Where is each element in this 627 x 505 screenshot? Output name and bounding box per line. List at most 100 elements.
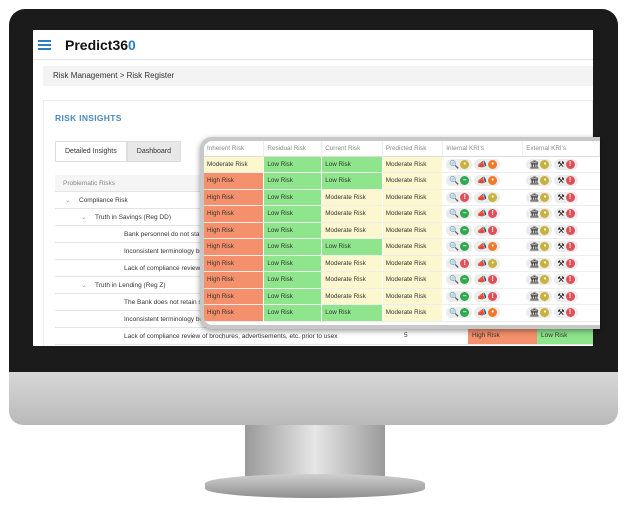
breadcrumb-risk-management[interactable]: Risk Management bbox=[53, 71, 118, 80]
chevron-down-icon[interactable]: ⌄ bbox=[65, 197, 71, 204]
gavel-icon[interactable]: ⚒ bbox=[557, 258, 565, 268]
megaphone-icon[interactable]: 📣 bbox=[477, 291, 488, 301]
bank-icon[interactable]: 🏛 bbox=[529, 291, 540, 301]
risk-cell: Low Risk bbox=[263, 255, 323, 272]
search-icon[interactable]: 🔍 bbox=[449, 308, 460, 318]
bank-icon[interactable]: 🏛 bbox=[529, 159, 540, 169]
chevron-down-icon[interactable]: ⌄ bbox=[81, 282, 87, 289]
megaphone-icon[interactable]: 📣 bbox=[477, 159, 488, 169]
megaphone-icon[interactable]: 📣 bbox=[477, 308, 488, 318]
gavel-icon[interactable]: ⚒ bbox=[557, 209, 565, 219]
status-y-icon: • bbox=[488, 192, 498, 202]
search-icon[interactable]: 🔍 bbox=[449, 209, 460, 219]
tree-row-label: Inconsistent terminology betwe bbox=[124, 247, 214, 255]
chevron-down-icon[interactable]: ⌄ bbox=[81, 214, 87, 221]
status-y-icon: • bbox=[540, 308, 550, 318]
tab-dashboard[interactable]: Dashboard bbox=[126, 141, 182, 162]
risk-cell: Moderate Risk bbox=[321, 222, 383, 239]
bank-icon[interactable]: 🏛 bbox=[529, 258, 540, 268]
inherent-risk-cell: High Risk bbox=[468, 328, 537, 344]
grid-row: Moderate Risk Low Risk Low Risk Moderate Ri… bbox=[204, 156, 600, 173]
external-kri-cell: 🏛 • ⚒! bbox=[522, 238, 600, 256]
grid-row: High Risk Low Risk Moderate Risk Moderate R… bbox=[204, 255, 600, 272]
status-y-icon: • bbox=[540, 275, 550, 285]
status-o-icon: • bbox=[488, 308, 498, 318]
search-icon[interactable]: 🔍 bbox=[449, 192, 460, 202]
status-r-icon: ! bbox=[565, 275, 575, 285]
gavel-icon[interactable]: ⚒ bbox=[557, 242, 565, 252]
status-g-icon: – bbox=[460, 291, 470, 301]
column-header[interactable]: Inherent Risk bbox=[204, 141, 265, 157]
gavel-icon[interactable]: ⚒ bbox=[557, 308, 565, 318]
risk-cell: Moderate Risk bbox=[382, 205, 444, 223]
status-y-icon: • bbox=[540, 258, 550, 268]
megaphone-icon[interactable]: 📣 bbox=[477, 225, 488, 235]
risk-cell: High Risk bbox=[204, 205, 265, 223]
risk-cell: High Risk bbox=[204, 288, 265, 305]
search-icon[interactable]: 🔍 bbox=[449, 291, 460, 301]
status-y-icon: • bbox=[540, 176, 550, 186]
bank-icon[interactable]: 🏛 bbox=[529, 242, 540, 252]
residual-risk-cell: Low Risk bbox=[537, 328, 593, 344]
column-header[interactable]: Internal KRI's bbox=[442, 141, 524, 157]
megaphone-icon[interactable]: 📣 bbox=[477, 209, 488, 219]
bank-icon[interactable]: 🏛 bbox=[529, 275, 540, 285]
status-g-icon: – bbox=[460, 242, 470, 252]
gavel-icon[interactable]: ⚒ bbox=[557, 275, 565, 285]
status-r-icon: ! bbox=[565, 192, 575, 202]
risk-cell: Moderate Risk bbox=[321, 288, 383, 305]
gavel-icon[interactable]: ⚒ bbox=[557, 192, 565, 202]
status-y-icon: • bbox=[540, 291, 550, 301]
risk-cell: Low Risk bbox=[263, 271, 323, 289]
bank-icon[interactable]: 🏛 bbox=[529, 308, 540, 318]
column-header[interactable]: Residual Risk bbox=[263, 141, 323, 157]
tree-row-label: Truth in Lending (Reg Z) bbox=[95, 281, 166, 289]
search-icon[interactable]: 🔍 bbox=[449, 225, 460, 235]
hamburger-menu-icon[interactable] bbox=[38, 39, 51, 50]
megaphone-icon[interactable]: 📣 bbox=[477, 275, 488, 285]
megaphone-icon[interactable]: 📣 bbox=[477, 258, 488, 268]
search-icon[interactable]: 🔍 bbox=[449, 176, 460, 186]
megaphone-icon[interactable]: 📣 bbox=[477, 242, 488, 252]
risk-cell: Low Risk bbox=[263, 288, 323, 305]
risk-cell: Low Risk bbox=[263, 238, 323, 256]
gavel-icon[interactable]: ⚒ bbox=[557, 159, 565, 169]
breadcrumb-risk-register[interactable]: Risk Register bbox=[126, 71, 175, 80]
logo[interactable]: Predict360 bbox=[65, 36, 136, 53]
gavel-icon[interactable]: ⚒ bbox=[557, 291, 565, 301]
grid-row: High Risk Low Risk Low Risk Moderate Risk 🔍 –… bbox=[204, 238, 600, 256]
bank-icon[interactable]: 🏛 bbox=[529, 176, 540, 186]
external-kri-cell: 🏛 • ⚒! bbox=[522, 205, 600, 223]
risk-grid-popup: Inherent Risk Residual Risk Current Risk Pr… bbox=[200, 137, 600, 329]
gavel-icon[interactable]: ⚒ bbox=[557, 225, 565, 235]
gavel-icon[interactable]: ⚒ bbox=[557, 176, 565, 186]
risk-cell: High Risk bbox=[204, 189, 265, 206]
bank-icon[interactable]: 🏛 bbox=[529, 192, 540, 202]
search-icon[interactable]: 🔍 bbox=[449, 275, 460, 285]
bank-icon[interactable]: 🏛 bbox=[529, 225, 540, 235]
tree-row-label: Lack of compliance review of br bbox=[124, 264, 216, 272]
status-r-icon: ! bbox=[460, 192, 470, 202]
column-header[interactable]: External KRI's bbox=[522, 141, 600, 157]
risk-cell: Moderate Risk bbox=[382, 238, 444, 256]
risk-cell: Low Risk bbox=[321, 172, 383, 190]
score-cell: 5 bbox=[404, 332, 408, 339]
tree-row-label: The Bank does not retain samp bbox=[124, 298, 215, 306]
status-r-icon: ! bbox=[565, 258, 575, 268]
status-g-icon: – bbox=[460, 308, 470, 318]
tab-detailed-insights[interactable]: Detailed Insights bbox=[55, 141, 127, 162]
megaphone-icon[interactable]: 📣 bbox=[477, 192, 488, 202]
search-icon[interactable]: 🔍 bbox=[449, 258, 460, 268]
search-icon[interactable]: 🔍 bbox=[449, 159, 460, 169]
status-g-icon: – bbox=[460, 275, 470, 285]
bank-icon[interactable]: 🏛 bbox=[529, 209, 540, 219]
internal-kri-cell: 🔍 – 📣! bbox=[442, 205, 524, 223]
search-icon[interactable]: 🔍 bbox=[449, 242, 460, 252]
megaphone-icon[interactable]: 📣 bbox=[477, 176, 488, 186]
external-kri-cell: 🏛 • ⚒! bbox=[522, 172, 600, 190]
column-header[interactable]: Predicted Risk bbox=[382, 141, 444, 157]
risk-cell: Low Risk bbox=[263, 205, 323, 223]
risk-cell: High Risk bbox=[204, 222, 265, 239]
tree-row[interactable]: Lack of compliance review of brochures, … bbox=[55, 328, 593, 345]
column-header[interactable]: Current Risk bbox=[321, 141, 383, 157]
